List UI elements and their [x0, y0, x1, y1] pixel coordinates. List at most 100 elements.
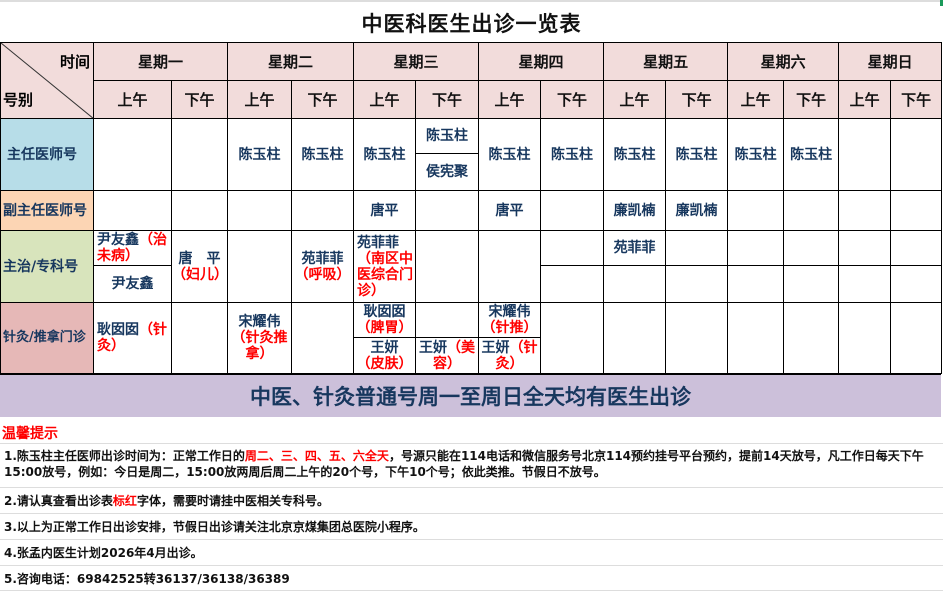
day-header: 星期一 — [92, 42, 229, 81]
slot-sat-pm — [783, 190, 840, 231]
note-3: 3.以上为正常工作日出诊安排，节假日出诊请关注北京京煤集团总医院小程序。 — [0, 513, 943, 539]
slot-mon-pm — [170, 190, 229, 231]
slot-fri-am-bottom — [603, 265, 667, 303]
slot-wed-pm-top: 陈玉柱 — [415, 118, 480, 154]
slot-sat-pm-top — [783, 230, 840, 266]
afternoon-header: 下午 — [415, 80, 480, 119]
note-highlight: 标红 — [112, 494, 137, 508]
specialty-note: （脾胃） — [356, 320, 413, 336]
specialty-note: （针灸） — [97, 322, 167, 354]
afternoon-header: 下午 — [540, 80, 605, 119]
slot-wed-pm — [415, 190, 480, 231]
slot-fri-am-top: 苑菲菲 — [603, 230, 667, 266]
slot-thu-am: 陈玉柱 — [478, 118, 542, 191]
slot-thu-pm-bottom — [540, 265, 605, 303]
slot-sun-am — [838, 118, 892, 191]
day-header: 星期二 — [227, 42, 355, 81]
doctor-name: 宋耀伟 — [488, 304, 531, 320]
slot-sun-pm-bottom — [890, 265, 943, 303]
slot-sat-pm-bottom — [783, 265, 840, 303]
note-2: 2.请认真查看出诊表标红字体，需要时请挂中医相关专科号。 — [0, 487, 943, 513]
slot-fri-am: 陈玉柱 — [603, 118, 667, 191]
slot-sat-am — [727, 302, 785, 374]
slot-sat-pm: 陈玉柱 — [783, 118, 840, 191]
morning-header: 上午 — [727, 80, 785, 119]
slot-sat-am — [727, 190, 785, 231]
row-label-deputy: 副主任医师号 — [0, 190, 94, 231]
doctor-name: 尹友鑫 — [97, 232, 139, 248]
slot-wed-pm-bottom: 侯宪聚 — [415, 153, 480, 191]
slot-wed-pm — [415, 230, 480, 303]
row-label-acupuncture: 针灸/推拿门诊 — [0, 302, 94, 374]
slot-mon-pm: 唐 平（妇儿） — [170, 230, 229, 303]
slot-mon-am — [93, 118, 172, 191]
slot-sun-pm-top — [890, 230, 943, 266]
slot-tue-pm: 苑菲菲 （呼吸） — [291, 230, 355, 303]
doctor-name: 唐 平 — [178, 250, 221, 267]
doctor-name: 王妍 — [370, 339, 399, 356]
banner: 中医、针灸普通号周一至周日全天均有医生出诊 — [0, 373, 941, 417]
specialty-note: （针推） — [481, 320, 538, 336]
slot-thu-am: 唐平 — [478, 190, 542, 231]
note-text: ，号源只能在114电话和微信服务号北京114预约挂号平台预约，提前14天放号，凡… — [4, 449, 924, 479]
morning-header: 上午 — [603, 80, 667, 119]
slot-fri-pm-top — [665, 230, 729, 266]
slot-sun-am — [838, 302, 892, 374]
slot-sun-am-top — [838, 230, 892, 266]
corner-header: 时间 号别 — [0, 42, 94, 119]
doctor-name: 王妍 — [481, 339, 510, 356]
specialty-note: （南区中医综合门诊） — [357, 250, 414, 299]
slot-wed-pm-bottom: 王妍（美容） — [415, 337, 480, 374]
afternoon-header: 下午 — [665, 80, 729, 119]
notes-list: 1.陈玉柱主任医师出诊时间为：正常工作日的周二、三、四、五、六全天，号源只能在1… — [0, 443, 943, 591]
slot-fri-am — [603, 302, 667, 374]
afternoon-header: 下午 — [170, 80, 229, 119]
page-title: 中医科医生出诊一览表 — [0, 0, 943, 42]
slot-tue-pm — [291, 190, 355, 231]
slot-sun-pm — [890, 118, 943, 191]
day-header: 星期日 — [838, 42, 943, 81]
slot-fri-pm: 陈玉柱 — [665, 118, 729, 191]
slot-wed-am: 苑菲菲 （南区中医综合门诊） — [353, 230, 417, 303]
slot-mon-am: 耿囡囡（针灸） — [93, 302, 172, 374]
doctor-name: 宋耀伟 — [238, 314, 281, 330]
afternoon-header: 下午 — [783, 80, 840, 119]
slot-fri-am: 廉凯楠 — [603, 190, 667, 231]
morning-header: 上午 — [227, 80, 293, 119]
day-header: 星期三 — [353, 42, 480, 81]
slot-thu-am-bottom: 王妍（针灸） — [478, 337, 542, 374]
slot-fri-pm-bottom — [665, 265, 729, 303]
slot-mon-am-top: 尹友鑫（治未病） — [93, 230, 172, 266]
slot-sat-pm — [783, 302, 840, 374]
slot-wed-pm-top — [415, 302, 480, 338]
morning-header: 上午 — [93, 80, 172, 119]
slot-sun-am-bottom — [838, 265, 892, 303]
doctor-name: 苑菲菲 — [357, 234, 400, 251]
slot-sun-pm — [890, 302, 943, 374]
slot-mon-pm — [170, 118, 229, 191]
doctor-name: 耿囡囡 — [363, 304, 406, 320]
slot-fri-pm: 廉凯楠 — [665, 190, 729, 231]
specialty-note: （治未病） — [97, 232, 167, 264]
note-text: 2.请认真查看出诊表 — [4, 494, 113, 508]
cell-marker — [940, 0, 943, 6]
doctor-name: 王妍 — [419, 339, 448, 356]
slot-wed-am: 陈玉柱 — [353, 118, 417, 191]
slot-tue-am — [227, 190, 293, 231]
schedule-table: 时间 号别 星期一 星期二 星期三 星期四 星期五 星期六 星期日 上午 下午 上午… — [0, 42, 943, 374]
slot-sat-am: 陈玉柱 — [727, 118, 785, 191]
slot-mon-pm — [170, 302, 229, 374]
slot-sun-am — [838, 190, 892, 231]
morning-header: 上午 — [353, 80, 417, 119]
slot-wed-am: 唐平 — [353, 190, 417, 231]
slot-sat-am-top — [727, 230, 785, 266]
time-label: 时间 — [59, 53, 90, 71]
note-5: 5.咨询电话：69842525转36137/36138/36389 — [0, 565, 943, 591]
note-text: 1.陈玉柱主任医师出诊时间为：正常工作日的 — [4, 449, 245, 463]
slot-wed-am-bottom: 王妍 （皮肤） — [353, 337, 417, 374]
day-header: 星期五 — [603, 42, 729, 81]
row-label-attending: 主治/专科号 — [0, 230, 94, 303]
slot-thu-am-top: 宋耀伟 （针推） — [478, 302, 542, 338]
note-text: 字体，需要时请挂中医相关专科号。 — [136, 494, 329, 508]
slot-thu-pm: 陈玉柱 — [540, 118, 605, 191]
